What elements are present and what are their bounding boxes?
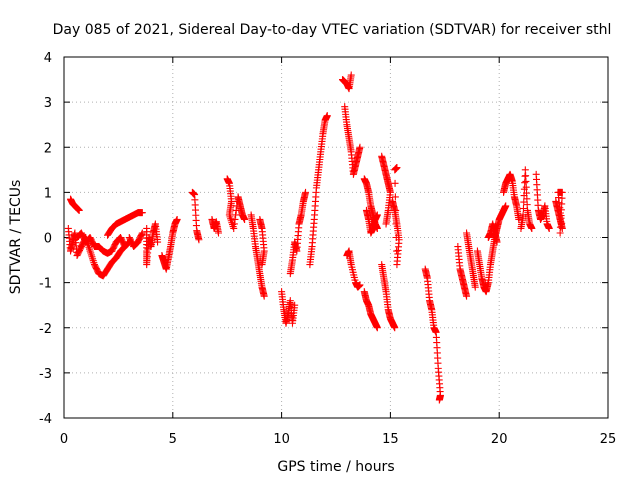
x-tick-label: 10 [273, 432, 290, 447]
data-point [138, 209, 146, 217]
data-point [382, 220, 390, 228]
data-point [519, 211, 527, 219]
data-point [154, 238, 162, 246]
data-point [515, 215, 523, 223]
data-point [373, 211, 381, 219]
data-point [471, 283, 479, 291]
data-point [545, 224, 553, 232]
data-point [195, 236, 203, 244]
data-point [120, 241, 128, 249]
data-point [435, 396, 443, 404]
data-point [138, 230, 146, 238]
y-tick-label: 4 [44, 51, 52, 66]
data-point [392, 234, 400, 241]
data-point [241, 215, 249, 223]
x-tick-label: 0 [60, 432, 68, 447]
x-tick-label: 20 [491, 432, 508, 447]
y-tick-label: -3 [39, 367, 52, 382]
data-point [75, 206, 83, 214]
y-tick-label: -2 [39, 322, 52, 337]
data-point [260, 292, 268, 300]
data-point [519, 204, 527, 212]
data-point [232, 211, 240, 219]
y-tick-label: -4 [39, 412, 52, 427]
x-axis-title: GPS time / hours [277, 459, 394, 475]
data-point [173, 215, 181, 223]
axis-ticks: 0 5 10 15 20 25 -4 -3 -2 -1 0 1 2 3 4 [39, 51, 616, 447]
data-point [391, 179, 399, 187]
data-point [347, 71, 355, 79]
data-point [121, 243, 129, 251]
data-point [392, 220, 400, 228]
data-point [393, 261, 401, 269]
y-tick-label: 2 [44, 141, 52, 156]
data-point [463, 292, 471, 300]
data-point [528, 224, 536, 232]
y-tick-label: 3 [44, 96, 52, 111]
y-tick-label: 0 [44, 232, 52, 247]
data-point [521, 179, 529, 187]
data-points [64, 71, 566, 404]
x-tick-label: 5 [169, 432, 177, 447]
data-point [393, 247, 401, 255]
y-tick-label: -1 [39, 277, 52, 292]
data-point [138, 229, 146, 237]
data-point [556, 229, 564, 237]
data-point [356, 281, 364, 289]
data-point [258, 261, 266, 269]
data-point [230, 224, 238, 232]
grid [64, 57, 608, 418]
data-point [323, 112, 331, 120]
data-point [521, 172, 529, 180]
chart-title: Day 085 of 2021, Sidereal Day-to-day VTE… [53, 22, 612, 38]
data-point [393, 164, 401, 172]
data-point [493, 238, 501, 246]
x-tick-label: 15 [382, 432, 399, 447]
x-tick-label: 25 [600, 432, 617, 447]
data-point [232, 206, 240, 214]
data-point [302, 188, 310, 196]
data-point [214, 229, 222, 237]
data-point [391, 193, 399, 201]
data-point [391, 324, 399, 332]
data-point [502, 202, 510, 210]
data-point [231, 215, 239, 223]
y-axis-title: SDTVAR / TECUs [8, 180, 24, 295]
data-point [291, 301, 299, 309]
data-point [392, 206, 400, 214]
data-point [356, 143, 364, 151]
data-point [230, 220, 238, 228]
y-tick-label: 1 [44, 186, 52, 201]
data-point [373, 324, 381, 332]
